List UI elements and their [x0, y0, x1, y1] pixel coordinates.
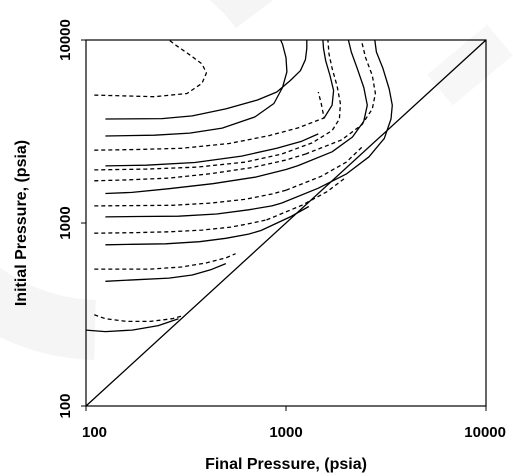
y-tick-label: 100	[57, 393, 74, 418]
series-line-19	[305, 39, 377, 155]
y-tick-label: 1000	[57, 206, 74, 239]
series-line-22	[285, 146, 363, 191]
x-ticks: 100 1000 10000	[82, 406, 506, 441]
series-layer	[85, 39, 487, 407]
series-line-15	[105, 39, 288, 137]
series-line-3	[105, 262, 227, 282]
series-line-2	[94, 314, 182, 323]
series-line-16	[94, 39, 342, 171]
y-axis-title: Initial Pressure, (psia)	[13, 140, 30, 306]
series-line-13	[105, 40, 308, 120]
x-tick-label: 10000	[464, 424, 506, 441]
series-line-20	[281, 39, 393, 204]
series-line-24	[85, 39, 487, 407]
series-line-9	[105, 164, 299, 195]
series-line-12	[94, 91, 325, 151]
series-line-11	[105, 133, 319, 167]
y-tick-label: 10000	[57, 19, 74, 61]
x-tick-label: 100	[82, 424, 107, 441]
x-tick-label: 1000	[269, 424, 302, 441]
series-line-21	[266, 176, 347, 221]
background-watermark	[440, 40, 500, 90]
series-line-1	[85, 318, 179, 333]
series-line-18	[297, 39, 368, 167]
series-line-4	[94, 253, 236, 270]
series-line-14	[94, 39, 208, 98]
y-ticks: 100 1000 10000	[57, 19, 86, 419]
series-line-7	[105, 202, 282, 218]
series-line-23	[260, 205, 310, 232]
series-line-8	[94, 189, 287, 207]
x-axis-title: Final Pressure, (psia)	[205, 456, 367, 473]
series-line-17	[322, 39, 335, 119]
series-line-6	[94, 219, 267, 234]
series-line-5	[105, 229, 262, 246]
